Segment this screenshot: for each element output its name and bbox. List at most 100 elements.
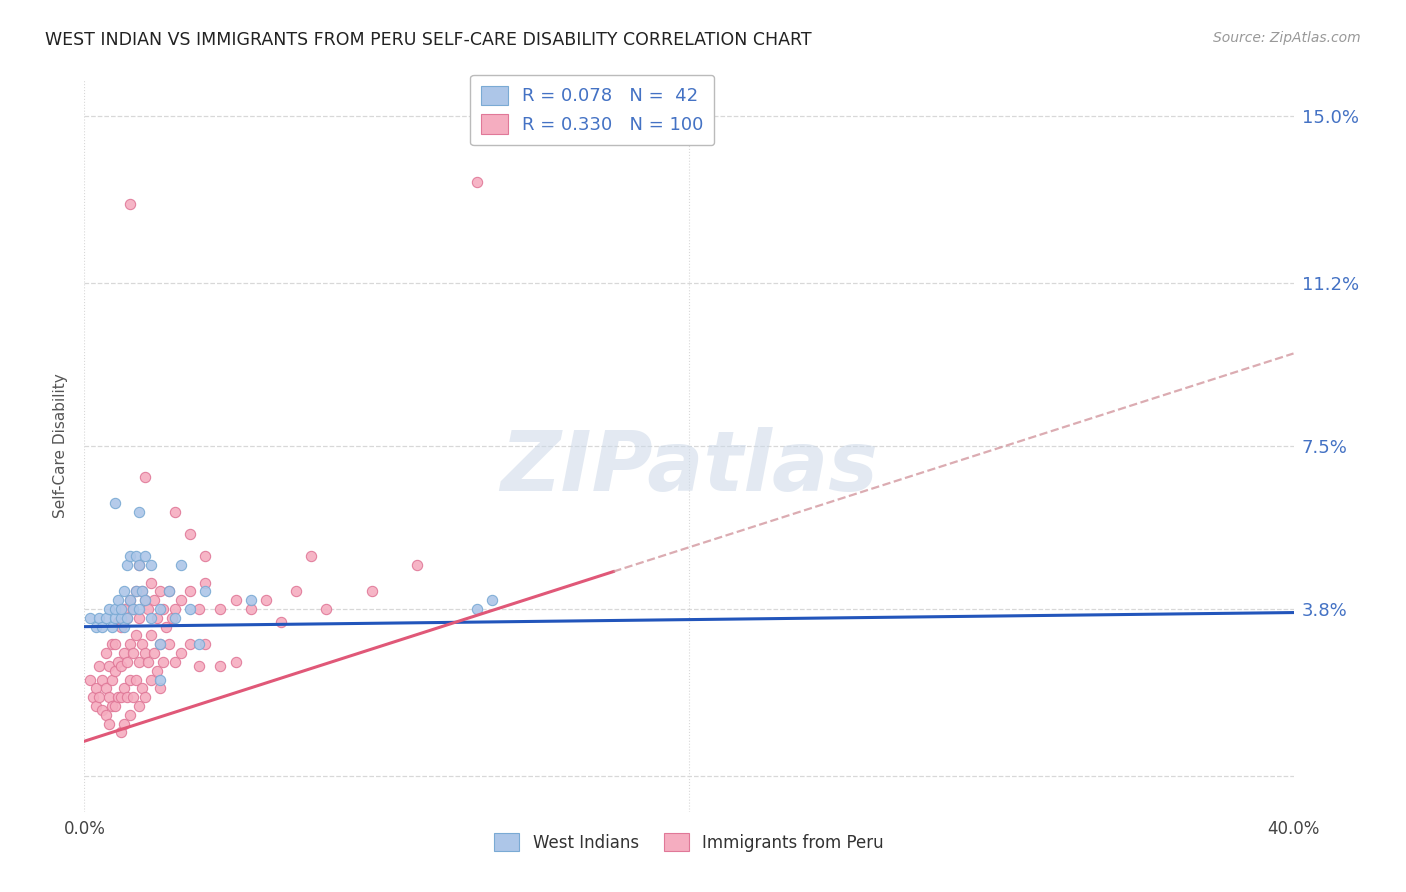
- Point: [125, 628, 148, 642]
- Point: [149, 637, 172, 651]
- Point: [139, 575, 162, 590]
- Point: [194, 584, 217, 599]
- Point: [134, 549, 156, 563]
- Point: [115, 611, 138, 625]
- Point: [100, 698, 122, 713]
- Legend: West Indians, Immigrants from Peru: West Indians, Immigrants from Peru: [488, 826, 890, 858]
- Point: [139, 558, 162, 572]
- Point: [188, 637, 211, 651]
- Point: [194, 575, 217, 590]
- Point: [107, 615, 129, 630]
- Point: [94, 646, 117, 660]
- Point: [100, 673, 122, 687]
- Point: [104, 698, 127, 713]
- Point: [360, 584, 382, 599]
- Point: [134, 690, 156, 705]
- Point: [112, 584, 135, 599]
- Point: [118, 637, 141, 651]
- Point: [179, 602, 201, 616]
- Point: [139, 628, 162, 642]
- Point: [121, 602, 143, 616]
- Point: [157, 637, 180, 651]
- Point: [225, 655, 247, 669]
- Point: [481, 593, 503, 607]
- Point: [165, 602, 187, 616]
- Point: [270, 615, 292, 630]
- Point: [406, 558, 429, 572]
- Point: [142, 593, 165, 607]
- Point: [107, 690, 129, 705]
- Point: [100, 620, 122, 634]
- Point: [188, 602, 211, 616]
- Point: [165, 655, 187, 669]
- Point: [128, 558, 150, 572]
- Point: [131, 637, 153, 651]
- Point: [121, 690, 143, 705]
- Point: [104, 602, 127, 616]
- Point: [315, 602, 337, 616]
- Point: [110, 690, 132, 705]
- Point: [136, 602, 159, 616]
- Point: [121, 646, 143, 660]
- Point: [118, 673, 141, 687]
- Point: [115, 558, 138, 572]
- Point: [94, 707, 117, 722]
- Point: [194, 637, 217, 651]
- Point: [128, 602, 150, 616]
- Point: [115, 690, 138, 705]
- Point: [149, 681, 172, 696]
- Point: [131, 584, 153, 599]
- Point: [107, 655, 129, 669]
- Point: [118, 707, 141, 722]
- Point: [118, 593, 141, 607]
- Point: [128, 505, 150, 519]
- Point: [209, 659, 232, 673]
- Point: [128, 558, 150, 572]
- Point: [149, 602, 172, 616]
- Point: [97, 659, 120, 673]
- Point: [142, 646, 165, 660]
- Point: [118, 549, 141, 563]
- Point: [94, 681, 117, 696]
- Point: [104, 496, 127, 510]
- Text: WEST INDIAN VS IMMIGRANTS FROM PERU SELF-CARE DISABILITY CORRELATION CHART: WEST INDIAN VS IMMIGRANTS FROM PERU SELF…: [45, 31, 811, 49]
- Point: [128, 655, 150, 669]
- Point: [104, 611, 127, 625]
- Point: [128, 611, 150, 625]
- Point: [155, 620, 177, 634]
- Point: [139, 611, 162, 625]
- Point: [91, 703, 114, 717]
- Y-axis label: Self-Care Disability: Self-Care Disability: [53, 374, 69, 518]
- Point: [97, 602, 120, 616]
- Point: [285, 584, 308, 599]
- Point: [170, 558, 193, 572]
- Point: [118, 593, 141, 607]
- Point: [79, 611, 101, 625]
- Point: [209, 602, 232, 616]
- Point: [149, 637, 172, 651]
- Point: [165, 505, 187, 519]
- Point: [165, 611, 187, 625]
- Point: [179, 637, 201, 651]
- Point: [299, 549, 322, 563]
- Point: [225, 593, 247, 607]
- Point: [157, 584, 180, 599]
- Point: [112, 602, 135, 616]
- Point: [239, 602, 262, 616]
- Point: [115, 655, 138, 669]
- Point: [128, 698, 150, 713]
- Point: [89, 690, 111, 705]
- Point: [149, 584, 172, 599]
- Point: [86, 698, 108, 713]
- Point: [239, 593, 262, 607]
- Point: [86, 620, 108, 634]
- Point: [97, 690, 120, 705]
- Text: Source: ZipAtlas.com: Source: ZipAtlas.com: [1213, 31, 1361, 45]
- Point: [136, 655, 159, 669]
- Point: [89, 611, 111, 625]
- Point: [91, 620, 114, 634]
- Point: [146, 611, 169, 625]
- Point: [134, 646, 156, 660]
- Point: [125, 673, 148, 687]
- Point: [160, 611, 183, 625]
